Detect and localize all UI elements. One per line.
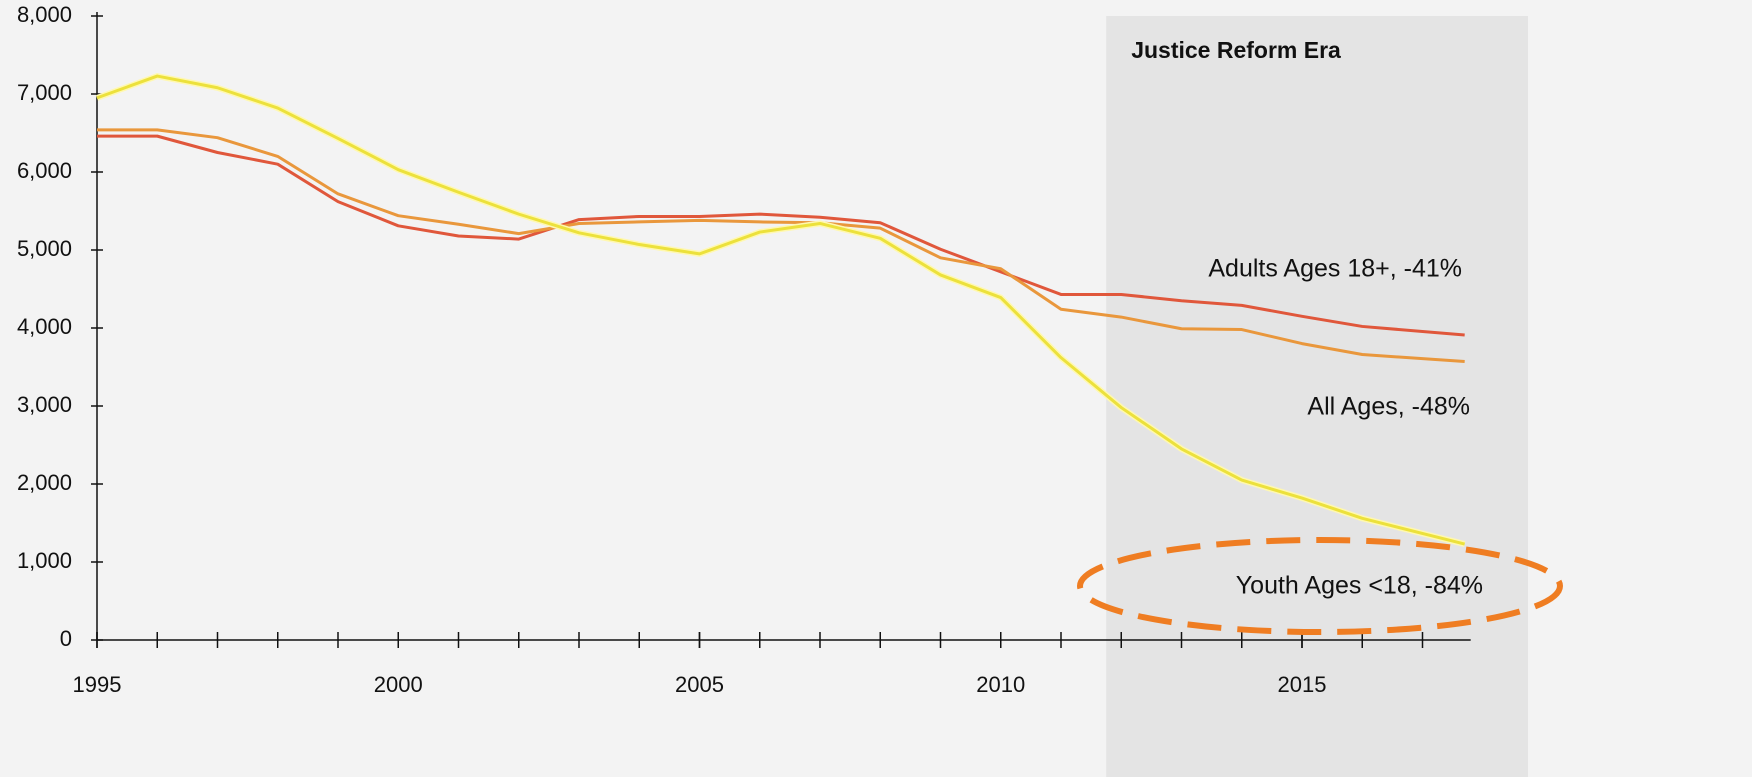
- x-tick-label: 2010: [976, 672, 1025, 697]
- x-tick-label: 2005: [675, 672, 724, 697]
- highlight-ellipse: [1077, 537, 1563, 635]
- x-tick-label: 1995: [73, 672, 122, 697]
- series-line: [97, 134, 1465, 337]
- y-tick-label: 6,000: [17, 158, 72, 183]
- x-tick-label: 2015: [1278, 672, 1327, 697]
- series-label: Youth Ages <18, -84%: [1236, 572, 1483, 600]
- series-line: [97, 128, 1465, 364]
- series-label: Adults Ages 18+, -41%: [1208, 255, 1462, 283]
- y-tick-label: 8,000: [17, 2, 72, 27]
- series-line: [96, 74, 1466, 546]
- x-tick-label: 2000: [374, 672, 423, 697]
- region-label: Justice Reform Era: [1131, 37, 1341, 63]
- shaded-region: [1106, 16, 1528, 777]
- y-tick-label: 3,000: [17, 392, 72, 417]
- y-tick-label: 1,000: [17, 548, 72, 573]
- y-tick-label: 4,000: [17, 314, 72, 339]
- y-tick-label: 0: [60, 626, 72, 651]
- y-tick-label: 5,000: [17, 236, 72, 261]
- y-tick-label: 2,000: [17, 470, 72, 495]
- y-tick-label: 7,000: [17, 80, 72, 105]
- series-label: All Ages, -48%: [1307, 393, 1470, 421]
